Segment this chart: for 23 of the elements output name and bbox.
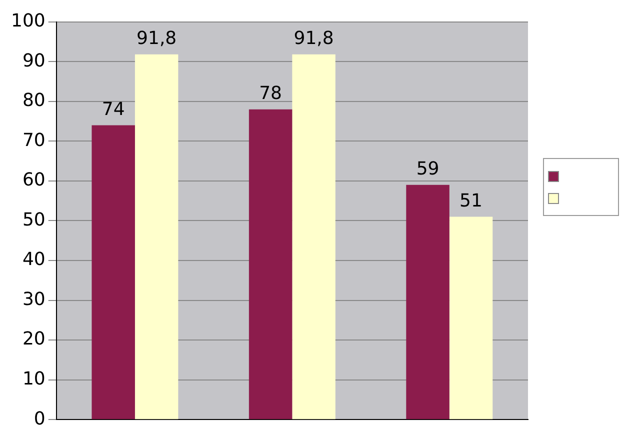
y-tick-label: 0 xyxy=(34,408,46,430)
data-label: 91,8 xyxy=(136,28,177,50)
y-tick-label: 10 xyxy=(22,368,46,390)
data-label: 91,8 xyxy=(294,28,334,50)
data-label: 59 xyxy=(416,158,440,180)
y-tick-label: 60 xyxy=(22,170,46,191)
bar xyxy=(406,184,450,420)
y-tick-label: 50 xyxy=(22,209,46,230)
y-tick-label: 20 xyxy=(22,328,46,350)
bar xyxy=(292,54,336,420)
data-label: 78 xyxy=(259,82,282,104)
y-tick-label: 100 xyxy=(10,10,46,32)
data-label: 74 xyxy=(102,98,125,120)
bar xyxy=(248,109,292,420)
y-tick-label: 80 xyxy=(22,90,46,112)
data-label: 51 xyxy=(460,190,482,212)
bar xyxy=(449,216,493,420)
y-tick-label: 70 xyxy=(22,130,46,151)
bar xyxy=(92,125,135,420)
y-tick-label: 90 xyxy=(22,50,46,72)
y-tick-label: 30 xyxy=(22,288,46,310)
bar xyxy=(134,54,178,420)
y-tick-label: 40 xyxy=(22,249,46,270)
